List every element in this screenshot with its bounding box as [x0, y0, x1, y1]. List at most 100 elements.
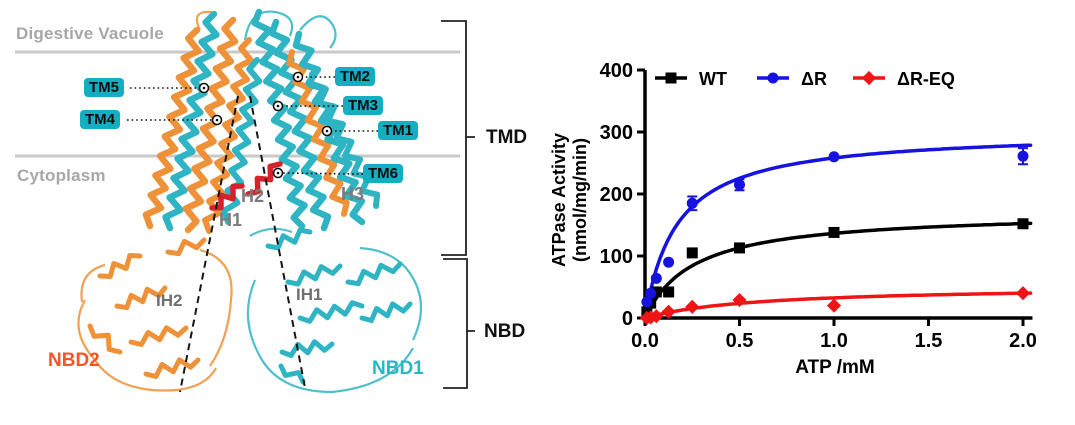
data-point-WT: [828, 226, 840, 238]
nbd2-label: NBD2: [48, 350, 100, 371]
data-point-ΔR: [641, 296, 653, 308]
h2-label: H2: [241, 186, 265, 206]
protein-helix: [251, 8, 308, 230]
nbd1-label: NBD1: [372, 358, 424, 379]
legend-marker-ΔR: [767, 72, 779, 84]
protein-helix: [297, 300, 365, 324]
protein-helix: [142, 26, 202, 230]
tm4-tag: TM4: [80, 110, 120, 129]
tm-anchor-dot: [325, 129, 329, 133]
data-point-WT: [686, 247, 698, 259]
legend-marker-WT: [665, 72, 677, 84]
curve-ΔR-EQ: [643, 291, 1033, 320]
protein-loop: [80, 263, 106, 303]
protein-helix: [265, 227, 313, 251]
y-tick-label: 0: [622, 308, 633, 330]
data-point-ΔR: [663, 256, 675, 268]
x-axis-title: ATP /mM: [795, 357, 875, 378]
protein-helix: [292, 30, 366, 226]
y-tick-label: 200: [600, 184, 633, 206]
protein-helix: [345, 261, 403, 287]
protein-helix: [278, 363, 306, 385]
data-point-ΔR: [686, 197, 698, 209]
tm2-tag: TM2: [335, 67, 375, 86]
protein-helix: [162, 10, 220, 232]
data-point-ΔR: [828, 151, 840, 163]
protein-helix: [143, 357, 201, 379]
protein-helix: [128, 325, 189, 347]
protein-loop: [195, 10, 213, 31]
data-point-ΔR: [1017, 150, 1029, 162]
protein-helix: [114, 285, 168, 311]
protein-ribbon-art: [15, 8, 475, 394]
tm-anchor-dot: [276, 171, 280, 175]
protein-helix: [307, 71, 381, 209]
h3-label: H3: [341, 184, 365, 204]
dashed-guide-right: [249, 95, 306, 389]
tmd-bracket: [441, 20, 475, 256]
ih2-label: IH2: [156, 291, 183, 310]
tm-anchor-dot: [215, 118, 219, 122]
x-tick-label: 2.0: [1009, 330, 1037, 352]
dashed-guide-left: [179, 95, 239, 393]
data-point-WT: [650, 286, 662, 298]
data-point-ΔR-EQ: [826, 298, 842, 313]
tm3-tag: TM3: [343, 96, 383, 115]
nbd-bracket: [443, 258, 475, 389]
legend-label-ΔR-EQ: ΔR-EQ: [897, 69, 955, 89]
protein-helix: [182, 16, 239, 234]
y-axis-title-line2: (nmol/mg/min): [570, 138, 590, 262]
tm-anchor-dot: [296, 75, 300, 79]
chart-plot-area: 0 100 200 300 400 0.0 0.5 1.0 1.5 2.0 ATPase Activ…: [549, 60, 1037, 378]
data-point-ΔR-EQ: [685, 299, 700, 314]
ih1-label: IH1: [296, 285, 323, 304]
h1-label: H1: [219, 210, 243, 230]
protein-helix: [202, 37, 254, 234]
protein-helix: [279, 339, 335, 359]
tm1-tag: TM1: [378, 121, 418, 140]
data-point-ΔR-EQ: [732, 292, 747, 308]
data-point-ΔR-EQ: [1015, 286, 1031, 301]
legend-marker-ΔR-EQ: [861, 70, 877, 86]
protein-loop: [299, 15, 337, 49]
protein-helix: [285, 263, 343, 287]
tm6-tag: TM6: [363, 164, 403, 183]
data-point-WT: [663, 286, 675, 298]
tm-leader-line: [277, 172, 364, 175]
x-tick-label: 1.5: [915, 330, 943, 352]
tm5-tag: TM5: [84, 78, 124, 97]
protein-loop: [249, 227, 293, 237]
data-point-WT: [734, 242, 745, 254]
protein-loop: [246, 279, 414, 394]
x-tick-label: 0.5: [726, 330, 754, 352]
y-tick-label: 400: [600, 60, 633, 82]
tm-anchor-dot: [202, 86, 206, 90]
protein-helix: [97, 253, 143, 279]
protein-loop: [199, 248, 233, 367]
data-point-ΔR: [734, 179, 745, 191]
x-tick-label: 1.0: [820, 330, 848, 352]
y-tick-label: 300: [600, 122, 633, 144]
nbd-bracket-label: NBD: [484, 321, 526, 342]
protein-loop: [359, 246, 423, 341]
data-point-WT: [1017, 218, 1029, 230]
x-tick-label: 0.0: [631, 330, 659, 352]
data-point-ΔR: [645, 287, 657, 299]
protein-helix: [165, 237, 207, 257]
data-point-ΔR-EQ: [661, 304, 676, 319]
y-tick-label: 100: [600, 246, 633, 268]
tmd-bracket-label: TMD: [486, 127, 528, 148]
protein-helix: [245, 161, 283, 197]
protein-loop: [77, 299, 217, 392]
protein-helix: [359, 301, 413, 323]
protein-helix: [87, 323, 123, 355]
cytoplasm-label: Cytoplasm: [17, 166, 106, 185]
legend-label-WT: WT: [699, 69, 727, 89]
legend-label-ΔR: ΔR: [801, 69, 827, 89]
y-axis-title-line1: ATPase Activity: [549, 133, 569, 267]
atpase-activity-chart: 0 100 200 300 400 0.0 0.5 1.0 1.5 2.0 ATPase Activ…: [545, 0, 1075, 425]
protein-helix: [268, 18, 332, 232]
digestive-vacuole-label: Digestive Vacuole: [16, 24, 164, 43]
protein-helix: [209, 183, 245, 211]
